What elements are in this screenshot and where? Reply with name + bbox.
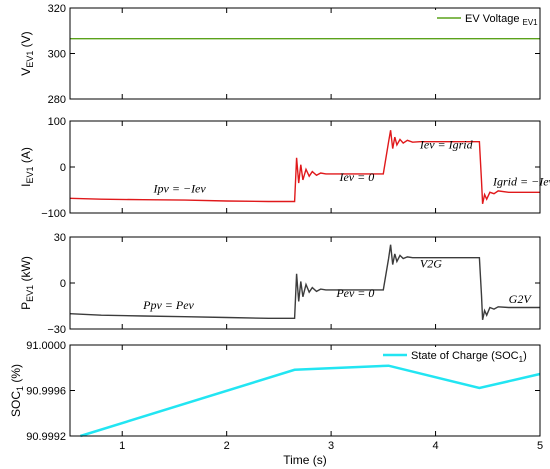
- plot-frame: [69, 120, 541, 214]
- x-tick-label: 2: [224, 440, 230, 452]
- y-axis-label: PEV1 (kW): [19, 256, 35, 310]
- legend-label: State of Charge (SOC1): [411, 350, 527, 364]
- plot-frame: [69, 236, 541, 330]
- panel-3: −30 0 30 PEV1 (kW) Ppv = Pev Pev = 0 V2G G2V: [19, 232, 541, 336]
- y-tick-label: 0: [60, 278, 66, 290]
- plot-frame: [69, 344, 541, 437]
- legend-box: [379, 347, 539, 363]
- annotation-label: Iev = Igrid: [419, 138, 474, 152]
- x-tick-label: 5: [537, 440, 543, 452]
- panel-2: −100 0 100 IEV1 (A) Ipv = −Iev Iev = 0 Iev = I…: [19, 116, 550, 220]
- y-tick-label: 90.9996: [26, 386, 66, 398]
- y-tick-label: 320: [48, 3, 66, 15]
- legend-box: [433, 10, 539, 26]
- series-line-3: [69, 244, 540, 320]
- annotation-label: V2G: [420, 257, 442, 271]
- x-tick-label: 1: [119, 440, 125, 452]
- y-axis-label: VEV1 (V): [19, 31, 35, 75]
- y-tick-label: 90.9992: [26, 431, 66, 443]
- legend-label: EV Voltage EV1: [465, 13, 538, 27]
- x-axis-label: Time (s): [283, 453, 327, 467]
- y-tick-label: 30: [54, 232, 66, 244]
- annotation-label: Ppv = Pev: [142, 298, 194, 312]
- panel-1: 280 300 320 VEV1 (V) EV Voltage EV1: [19, 3, 541, 106]
- y-tick-label: 0: [60, 162, 66, 174]
- y-axis-label: IEV1 (A): [19, 147, 35, 187]
- panel-4: 90.9992 90.9996 91.0000 1 2 3 4 5 SOC1 (%) State …: [9, 340, 543, 467]
- y-tick-label: −30: [47, 324, 66, 336]
- y-tick-label: −100: [41, 208, 66, 220]
- series-line-2: [69, 130, 540, 204]
- y-tick-label: 91.0000: [26, 340, 66, 352]
- annotation-label: Iev = 0: [338, 170, 374, 184]
- annotation-label: Igrid = −Iev: [492, 174, 550, 188]
- x-tick-label: 3: [328, 440, 334, 452]
- x-tick-label: 4: [432, 440, 438, 452]
- annotation-label: Pev = 0: [335, 286, 374, 300]
- annotation-label: Ipv = −Iev: [153, 181, 207, 195]
- annotation-label: G2V: [509, 292, 533, 306]
- series-line-4: [80, 364, 541, 438]
- y-tick-label: 280: [48, 94, 66, 106]
- plot-frame: [69, 7, 541, 100]
- y-axis-label: SOC1 (%): [9, 364, 25, 417]
- y-tick-label: 100: [48, 116, 66, 128]
- y-tick-label: 300: [48, 49, 66, 61]
